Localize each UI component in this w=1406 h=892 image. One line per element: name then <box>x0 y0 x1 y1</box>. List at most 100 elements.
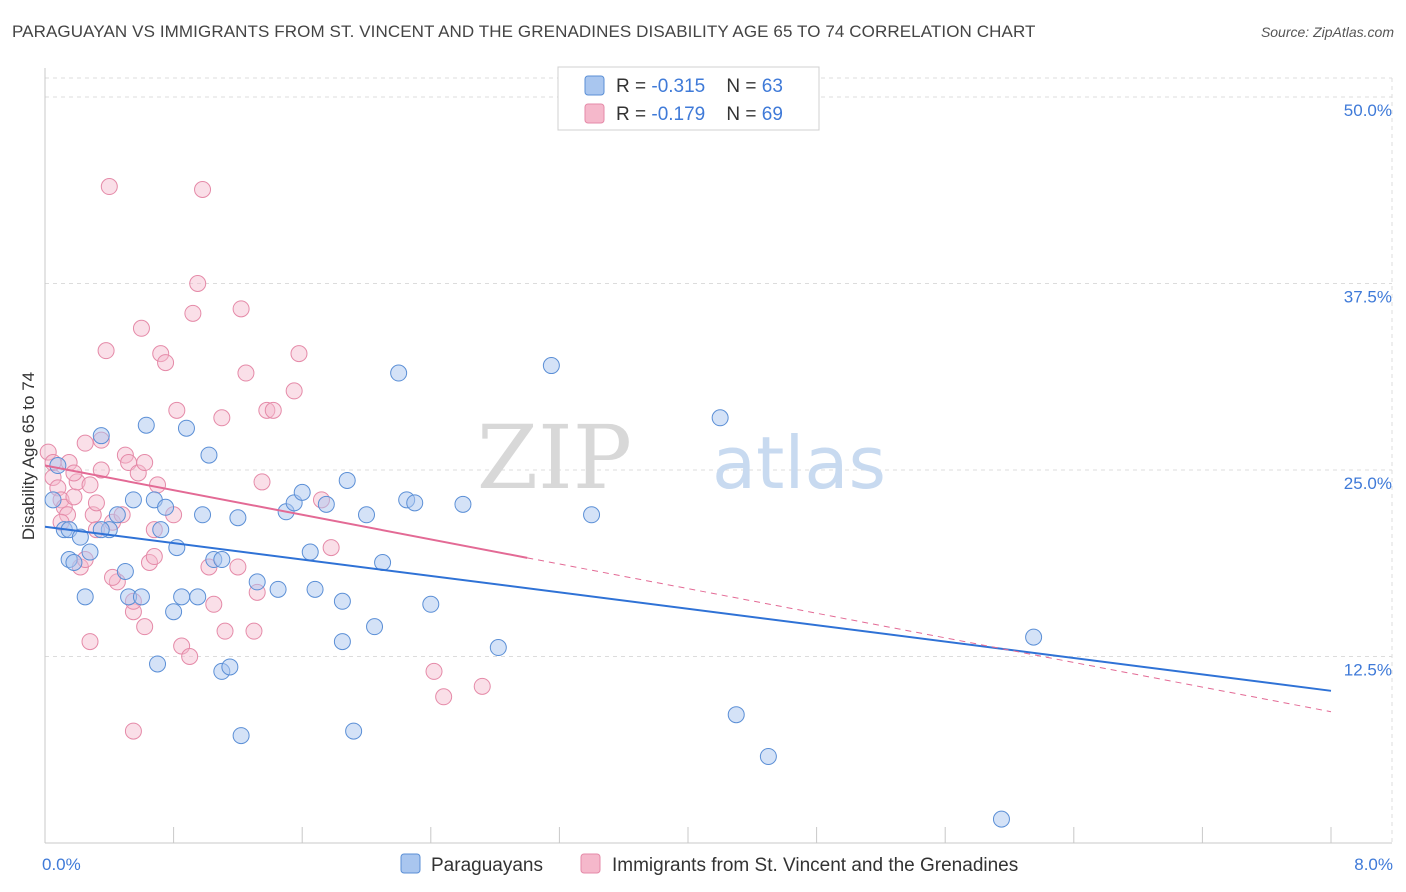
point-immigrants <box>237 364 255 382</box>
bottom-legend-swatch-paraguayans <box>400 853 421 874</box>
point-paraguayans <box>390 364 408 382</box>
point-paraguayans <box>177 419 195 437</box>
point-paraguayans <box>189 588 207 606</box>
bottom-legend-swatch-immigrants <box>580 853 601 874</box>
point-paraguayans <box>248 573 266 591</box>
bottom-legend: Paraguayans Immigrants from St. Vincent a… <box>400 853 1018 876</box>
point-immigrants <box>81 476 99 494</box>
point-immigrants <box>322 539 340 557</box>
point-immigrants <box>87 494 105 512</box>
bottom-legend-label-paraguayans: Paraguayans <box>431 855 543 876</box>
point-paraguayans <box>92 427 110 445</box>
legend-box: R = -0.315 N = 63 R = -0.179 N = 69 <box>557 66 820 131</box>
axes: 12.5% 25.0% 37.5% 50.0% 0.0% 8.0% Disability A… <box>19 68 1393 874</box>
point-paraguayans <box>213 551 231 569</box>
point-immigrants <box>129 464 147 482</box>
watermark: ZIP atlas <box>477 406 886 509</box>
watermark-zip: ZIP <box>477 406 632 509</box>
point-immigrants <box>216 622 234 640</box>
legend-n-value: 63 <box>762 76 783 97</box>
legend-r-label: R = <box>616 104 651 125</box>
point-immigrants <box>213 409 231 427</box>
legend-swatch <box>584 103 605 124</box>
point-paraguayans <box>293 483 311 501</box>
series-paraguayans-points <box>44 357 1043 828</box>
point-paraguayans <box>116 562 134 580</box>
legend-swatch <box>584 75 605 96</box>
point-immigrants <box>184 304 202 322</box>
trend-line-paraguayans <box>44 525 1332 692</box>
point-paraguayans <box>306 580 324 598</box>
point-immigrants <box>76 434 94 452</box>
point-immigrants <box>136 618 154 636</box>
point-paraguayans <box>44 491 62 509</box>
point-paraguayans <box>165 603 183 621</box>
point-immigrants <box>181 648 199 665</box>
legend-r-value: -0.179 <box>651 104 705 125</box>
trend-line-immigrants <box>44 464 528 559</box>
point-paraguayans <box>65 554 83 572</box>
point-paraguayans <box>358 506 375 524</box>
point-paraguayans <box>132 588 150 606</box>
point-paraguayans <box>489 639 507 657</box>
point-immigrants <box>205 595 223 613</box>
point-paraguayans <box>232 727 250 745</box>
legend-n-value: 69 <box>762 104 783 125</box>
point-paraguayans <box>454 495 472 513</box>
legend-row-text: R = -0.179 N = 69 <box>616 104 783 125</box>
y-axis-label: Disability Age 65 to 74 <box>19 372 38 540</box>
point-paraguayans <box>137 416 155 434</box>
point-paraguayans <box>345 722 363 740</box>
trend-line-immigrants-extrapolated <box>527 557 1332 713</box>
point-immigrants <box>253 473 271 491</box>
point-immigrants <box>132 319 150 337</box>
y-tick-label: 12.5% <box>1344 661 1392 680</box>
point-paraguayans <box>338 471 356 489</box>
point-paraguayans <box>221 658 239 676</box>
point-paraguayans <box>759 747 777 765</box>
point-paraguayans <box>711 409 729 427</box>
legend-spacer <box>705 104 726 125</box>
point-paraguayans <box>76 588 94 606</box>
point-paraguayans <box>49 457 67 475</box>
point-paraguayans <box>229 509 247 527</box>
x-tick-label-min: 0.0% <box>42 855 81 874</box>
point-paraguayans <box>366 618 384 636</box>
point-paraguayans <box>149 655 167 673</box>
legend-spacer <box>705 76 726 97</box>
legend-row-text: R = -0.315 N = 63 <box>616 76 783 97</box>
point-immigrants <box>425 662 443 680</box>
point-immigrants <box>258 401 276 419</box>
point-paraguayans <box>81 543 99 561</box>
point-immigrants <box>245 622 263 640</box>
point-immigrants <box>189 275 207 292</box>
series-immigrants-points <box>39 178 491 740</box>
point-immigrants <box>145 548 163 566</box>
point-immigrants <box>68 473 86 491</box>
point-paraguayans <box>542 357 560 375</box>
point-paraguayans <box>194 506 212 524</box>
point-paraguayans <box>583 506 601 524</box>
watermark-atlas: atlas <box>712 421 886 505</box>
point-immigrants <box>97 342 115 360</box>
bottom-legend-label-immigrants: Immigrants from St. Vincent and the Gren… <box>612 855 1018 876</box>
y-tick-label: 37.5% <box>1344 288 1392 307</box>
point-paraguayans <box>157 498 175 516</box>
point-paraguayans <box>333 633 351 651</box>
point-immigrants <box>65 488 83 506</box>
point-immigrants <box>473 677 491 695</box>
point-immigrants <box>285 382 303 400</box>
point-immigrants <box>157 354 175 372</box>
point-paraguayans <box>317 495 335 513</box>
point-paraguayans <box>301 543 319 561</box>
point-immigrants <box>81 633 99 651</box>
point-immigrants <box>136 454 154 472</box>
legend-r-value: -0.315 <box>651 76 705 97</box>
point-immigrants <box>124 722 142 740</box>
y-tick-label: 50.0% <box>1344 101 1392 120</box>
point-paraguayans <box>124 491 142 509</box>
trend-lines <box>44 464 1332 713</box>
point-paraguayans <box>992 810 1010 828</box>
x-tick-label-max: 8.0% <box>1354 855 1393 874</box>
